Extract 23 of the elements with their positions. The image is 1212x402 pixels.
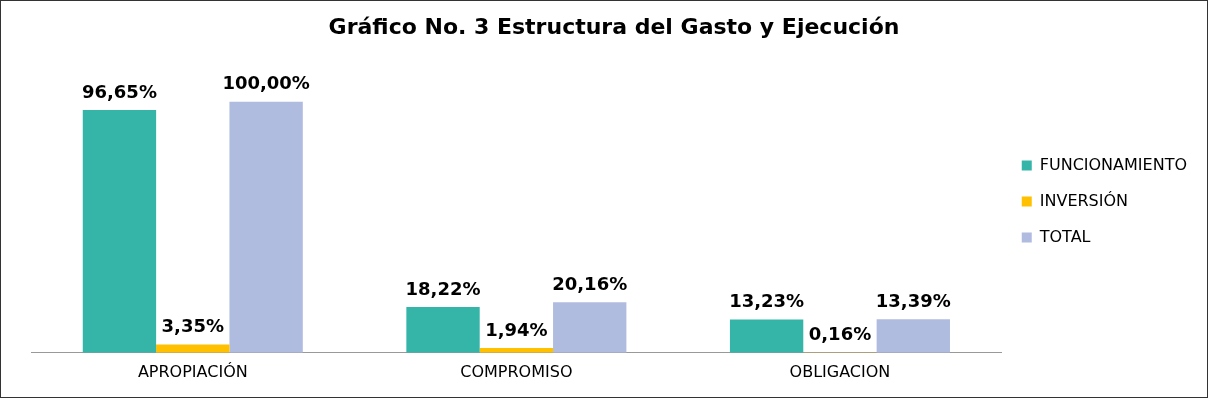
data-label: 18,22% [405, 277, 481, 299]
bar [156, 344, 230, 353]
data-label: 0,16% [808, 323, 872, 345]
data-label: 13,23% [729, 290, 805, 312]
legend-label: FUNCIONAMIENTO [1039, 154, 1187, 174]
legend-label: TOTAL [1038, 226, 1091, 246]
bar [729, 319, 804, 353]
bar [553, 302, 627, 353]
chart-title: Gráfico No. 3 Estructura del Gasto y Ejecución [328, 13, 900, 39]
legend-label: INVERSIÓN [1039, 190, 1129, 210]
data-label: 100,00% [222, 72, 310, 94]
data-label: 3,35% [161, 315, 225, 337]
data-label: 20,16% [552, 272, 628, 294]
data-label: 13,39% [875, 289, 951, 311]
bar [876, 319, 950, 353]
bar [82, 110, 157, 353]
data-label: 96,65% [81, 80, 157, 102]
data-label: 1,94% [485, 318, 548, 340]
x-tick-label: COMPROMISO [460, 361, 573, 381]
bar [229, 101, 303, 353]
x-tick-label: OBLIGACION [789, 361, 891, 381]
bar [406, 307, 480, 353]
x-tick-label: APROPIACIÓN [137, 361, 248, 381]
